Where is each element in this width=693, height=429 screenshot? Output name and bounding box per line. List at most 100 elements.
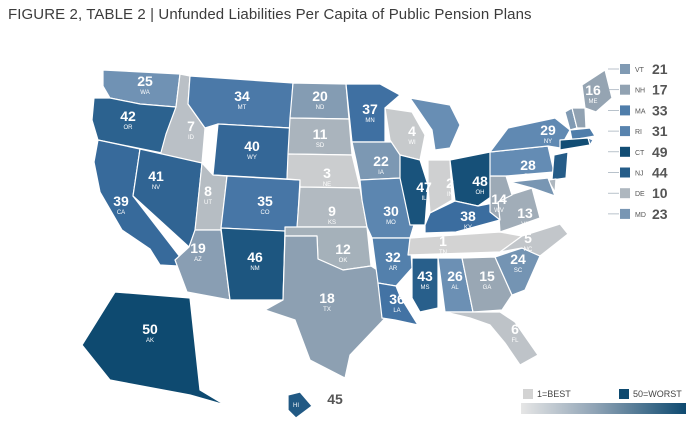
state-abbr-ut: UT xyxy=(204,200,212,206)
state-rank-sd: 11 xyxy=(313,126,328,142)
state-shape-nc xyxy=(499,223,569,257)
side-abbr-md: MD xyxy=(635,212,646,219)
state-abbr-ga: GA xyxy=(483,285,492,291)
state-abbr-oh: OH xyxy=(476,190,485,196)
state-shape-in xyxy=(427,159,453,214)
state-abbr-ny: NY xyxy=(544,139,552,145)
state-abbr-ms: MS xyxy=(421,285,430,291)
state-shape-hi xyxy=(287,391,313,419)
state-shape-tx xyxy=(264,235,389,379)
figure-title: FIGURE 2, TABLE 2 | Unfunded Liabilities… xyxy=(8,6,532,23)
side-swatch-ma xyxy=(620,105,630,116)
state-rank-or: 42 xyxy=(120,108,136,124)
state-abbr-sc: SC xyxy=(514,268,523,274)
state-abbr-nv: NV xyxy=(152,185,160,191)
state-abbr-mt: MT xyxy=(238,105,247,111)
state-abbr-ia: IA xyxy=(378,170,384,176)
state-rank-nm: 46 xyxy=(247,249,263,265)
state-abbr-nc: NC xyxy=(524,247,533,253)
side-rank-vt: 21 xyxy=(652,61,668,77)
state-rank-pa: 28 xyxy=(520,157,536,173)
state-abbr-mo: MO xyxy=(386,220,396,226)
state-rank-fl: 6 xyxy=(511,321,519,337)
state-rank-me: 16 xyxy=(585,82,601,98)
state-shape-me xyxy=(581,69,613,113)
state-rank-mo: 30 xyxy=(383,203,399,219)
state-abbr-tx: TX xyxy=(323,307,331,313)
worst-label: 50=WORST xyxy=(633,389,682,399)
state-abbr-ks: KS xyxy=(328,220,336,226)
state-abbr-me: ME xyxy=(589,99,598,105)
state-rank-ak: 50 xyxy=(142,321,158,337)
state-abbr-co: CO xyxy=(261,210,270,216)
state-abbr-mn: MN xyxy=(365,118,374,124)
state-rank-ne: 3 xyxy=(323,165,331,181)
side-rank-nj: 44 xyxy=(652,165,668,181)
state-rank-va: 13 xyxy=(517,205,533,221)
state-shape-oh xyxy=(449,151,499,207)
state-shape-sc xyxy=(494,247,541,296)
state-abbr-ok: OK xyxy=(339,258,348,264)
state-abbr-ca: CA xyxy=(117,210,125,216)
side-abbr-ct: CT xyxy=(635,150,645,157)
state-rank-mt: 34 xyxy=(234,88,250,104)
side-swatch-ri xyxy=(620,126,630,137)
state-rank-ar: 32 xyxy=(385,249,401,265)
state-shape-ar xyxy=(371,237,413,287)
state-rank-ky: 38 xyxy=(460,208,476,224)
side-swatch-ct xyxy=(620,146,630,157)
side-abbr-nj: NJ xyxy=(635,171,644,178)
state-abbr-wy: WY xyxy=(247,155,257,161)
state-rank-wi: 4 xyxy=(408,123,416,139)
state-rank-ga: 15 xyxy=(479,268,495,284)
state-abbr-sd: SD xyxy=(316,143,325,149)
state-abbr-hi: HI xyxy=(293,403,299,409)
side-swatch-nh xyxy=(620,84,630,95)
state-shape-md xyxy=(509,177,556,197)
state-abbr-ky: KY xyxy=(464,225,472,231)
state-rank-ia: 22 xyxy=(373,153,389,169)
state-rank-la: 36 xyxy=(389,291,405,307)
state-shape-ms xyxy=(411,257,439,313)
state-shape-ma xyxy=(569,127,596,141)
state-abbr-al: AL xyxy=(451,285,459,291)
state-abbr-az: AZ xyxy=(194,257,202,263)
state-rank-in: 2 xyxy=(446,175,454,191)
state-shape-ga xyxy=(461,256,513,313)
state-abbr-wv: WV xyxy=(494,208,504,214)
color-scale-legend: 1=BEST 50=WORST xyxy=(521,389,686,414)
state-shape-la xyxy=(377,282,419,326)
state-rank-il: 47 xyxy=(416,179,432,195)
state-abbr-fl: FL xyxy=(511,338,519,344)
state-rank-id: 7 xyxy=(187,118,195,134)
state-abbr-ne: NE xyxy=(323,182,331,188)
side-swatch-de xyxy=(620,188,630,199)
side-swatch-md xyxy=(620,208,630,219)
state-rank-nd: 20 xyxy=(312,88,328,104)
side-rank-md: 23 xyxy=(652,206,668,222)
worst-swatch xyxy=(619,389,629,399)
state-rank-ca: 39 xyxy=(113,193,129,209)
state-abbr-il: IL xyxy=(421,196,427,202)
state-rank-ok: 12 xyxy=(335,241,351,257)
side-rank-ma: 33 xyxy=(652,102,668,118)
state-shape-ny xyxy=(489,117,571,153)
states-layer xyxy=(81,69,613,419)
state-abbr-in: IN xyxy=(447,192,453,198)
state-rank-tx: 18 xyxy=(319,290,335,306)
state-abbr-or: OR xyxy=(124,125,134,131)
gradient-bar xyxy=(521,403,686,414)
state-rank-wv: 14 xyxy=(491,191,507,207)
side-abbr-ma: MA xyxy=(635,108,646,115)
state-abbr-nm: NM xyxy=(250,266,259,272)
state-rank-wy: 40 xyxy=(244,138,260,154)
labels-layer: 25WA42OR39CA7ID41NV34MT40WY8UT19AZ35CO46… xyxy=(113,73,601,409)
state-abbr-tn: TN xyxy=(439,250,447,256)
side-abbr-nh: NH xyxy=(635,88,645,95)
state-rank-oh: 48 xyxy=(472,173,488,189)
best-label: 1=BEST xyxy=(537,389,571,399)
state-rank-ks: 9 xyxy=(328,203,336,219)
state-rank-nv: 41 xyxy=(148,168,164,184)
state-abbr-la: LA xyxy=(393,308,400,314)
